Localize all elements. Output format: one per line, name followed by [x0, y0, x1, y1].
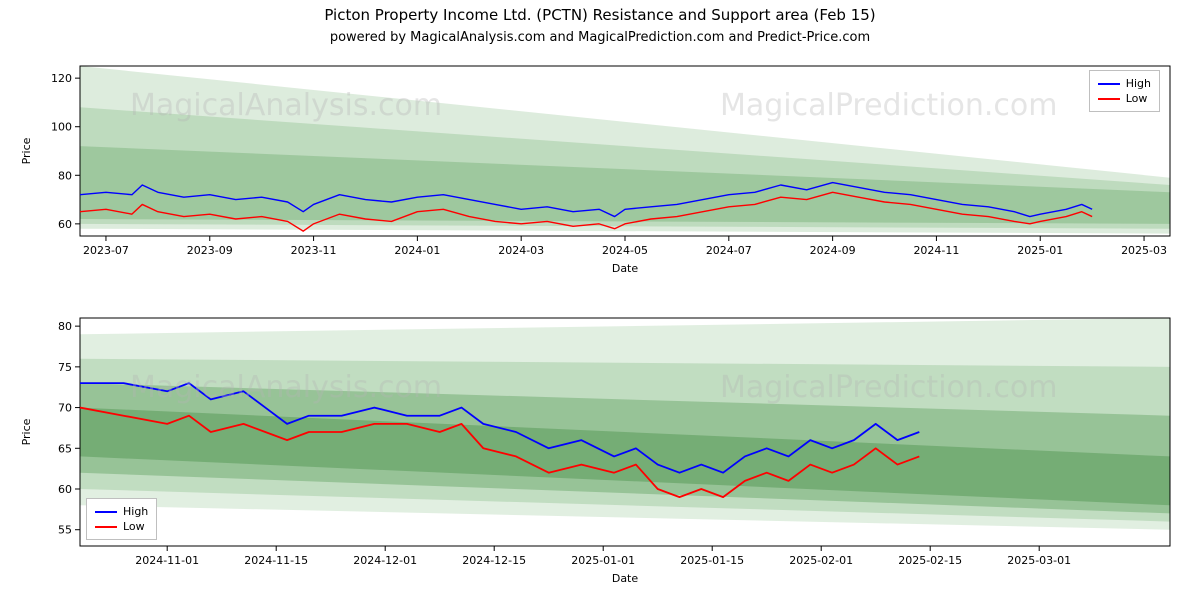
svg-text:65: 65: [58, 442, 72, 455]
svg-text:2025-01: 2025-01: [1017, 244, 1063, 257]
svg-text:80: 80: [58, 320, 72, 333]
legend-label-high-2: High: [123, 505, 148, 518]
svg-text:2024-09: 2024-09: [810, 244, 856, 257]
svg-text:60: 60: [58, 483, 72, 496]
svg-text:2024-05: 2024-05: [602, 244, 648, 257]
svg-text:2023-09: 2023-09: [187, 244, 233, 257]
legend-row-low: Low: [1098, 92, 1151, 105]
svg-text:Price: Price: [20, 418, 33, 445]
svg-text:2025-01-15: 2025-01-15: [680, 554, 744, 567]
svg-text:2024-12-01: 2024-12-01: [353, 554, 417, 567]
svg-text:80: 80: [58, 169, 72, 182]
legend-row-high-2: High: [95, 505, 148, 518]
svg-text:Price: Price: [20, 137, 33, 164]
chart-subtitle: powered by MagicalAnalysis.com and Magic…: [0, 30, 1200, 45]
svg-text:Date: Date: [612, 572, 639, 585]
chart-top-svg: 60 80 100 120 2023-07 2023-09 2023-11 2024-01 20…: [0, 58, 1200, 278]
svg-text:100: 100: [51, 121, 72, 134]
chart-bottom: 55 60 65 70 75 80 2024-11-01 2024-11-15 2024-12-…: [0, 310, 1200, 590]
chart-top: 60 80 100 120 2023-07 2023-09 2023-11 2024-01 20…: [0, 58, 1200, 278]
svg-text:2024-12-15: 2024-12-15: [462, 554, 526, 567]
svg-text:75: 75: [58, 361, 72, 374]
legend-top: High Low: [1089, 70, 1160, 112]
svg-text:60: 60: [58, 218, 72, 231]
svg-text:2024-01: 2024-01: [394, 244, 440, 257]
legend-row-low-2: Low: [95, 520, 148, 533]
svg-text:2023-07: 2023-07: [83, 244, 129, 257]
svg-text:2025-01-01: 2025-01-01: [571, 554, 635, 567]
svg-text:2023-11: 2023-11: [291, 244, 337, 257]
svg-text:2025-02-15: 2025-02-15: [898, 554, 962, 567]
svg-text:2024-11-15: 2024-11-15: [244, 554, 308, 567]
svg-text:2024-03: 2024-03: [498, 244, 544, 257]
svg-text:Date: Date: [612, 262, 639, 275]
legend-label-low-2: Low: [123, 520, 145, 533]
svg-text:55: 55: [58, 524, 72, 537]
svg-text:2024-07: 2024-07: [706, 244, 752, 257]
svg-text:2025-02-01: 2025-02-01: [789, 554, 853, 567]
legend-label-high: High: [1126, 77, 1151, 90]
chart-title: Picton Property Income Ltd. (PCTN) Resis…: [0, 6, 1200, 24]
svg-text:2024-11-01: 2024-11-01: [135, 554, 199, 567]
chart-bottom-svg: 55 60 65 70 75 80 2024-11-01 2024-11-15 2024-12-…: [0, 310, 1200, 590]
legend-swatch-low-2: [95, 526, 117, 528]
legend-swatch-low: [1098, 98, 1120, 100]
legend-swatch-high: [1098, 83, 1120, 85]
svg-text:2025-03-01: 2025-03-01: [1007, 554, 1071, 567]
svg-text:2025-03: 2025-03: [1121, 244, 1167, 257]
legend-swatch-high-2: [95, 511, 117, 513]
svg-text:120: 120: [51, 72, 72, 85]
svg-text:2024-11: 2024-11: [913, 244, 959, 257]
legend-label-low: Low: [1126, 92, 1148, 105]
legend-row-high: High: [1098, 77, 1151, 90]
svg-text:70: 70: [58, 402, 72, 415]
legend-bottom: High Low: [86, 498, 157, 540]
